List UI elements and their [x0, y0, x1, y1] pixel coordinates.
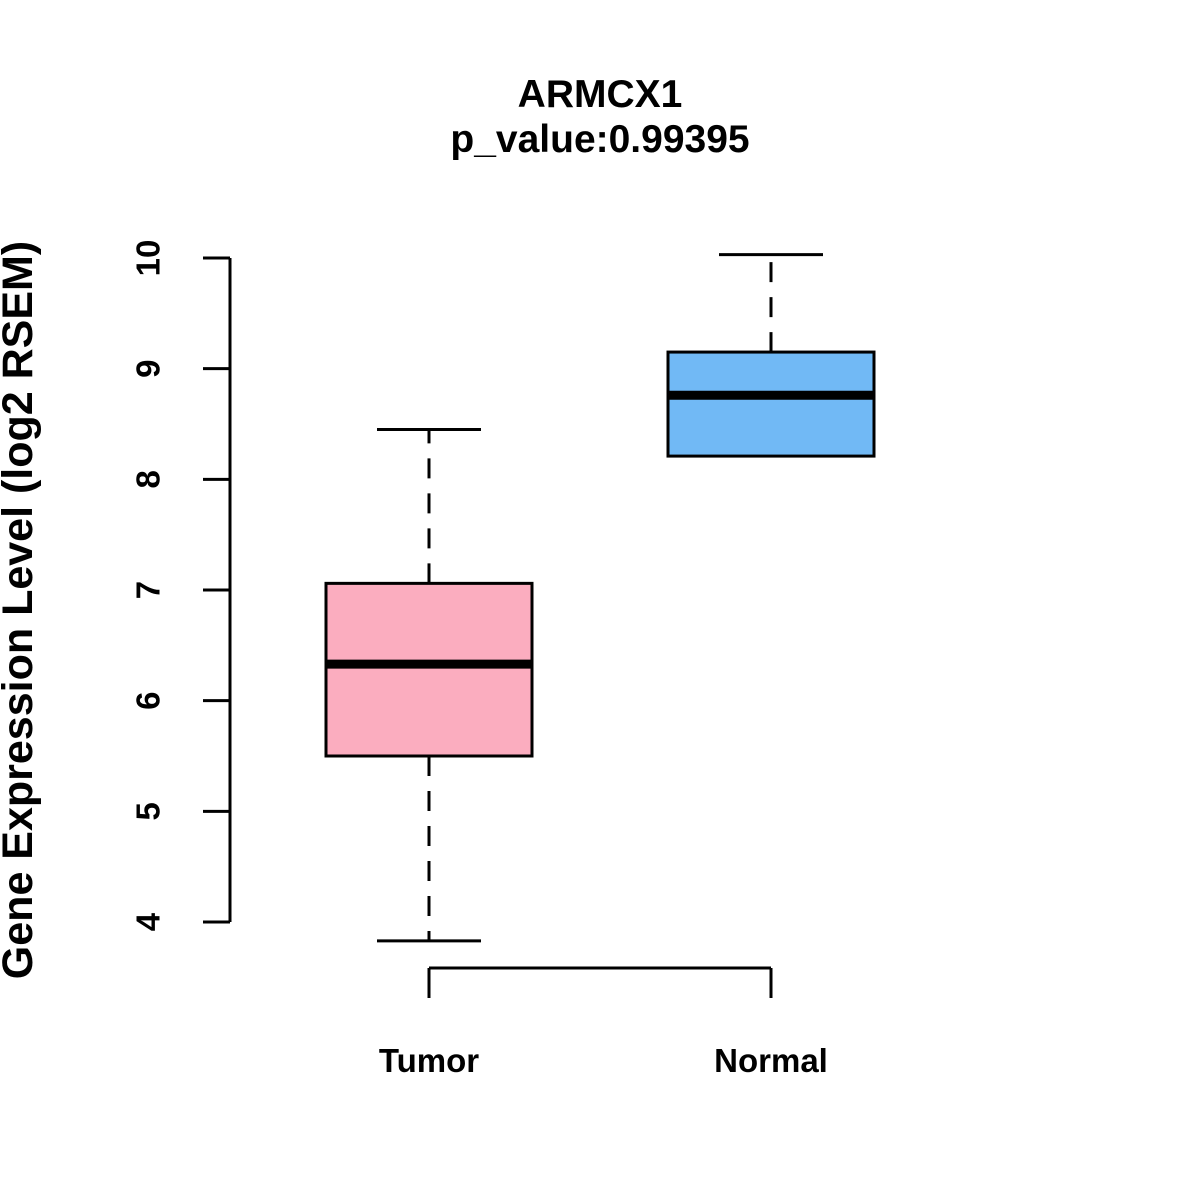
y-tick-label: 8 [130, 470, 167, 488]
x-category-label-normal: Normal [714, 1042, 828, 1079]
y-tick-label: 10 [130, 240, 167, 277]
y-axis-label: Gene Expression Level (log2 RSEM) [0, 241, 42, 979]
box-normal [666, 350, 876, 458]
chart-subtitle: p_value:0.99395 [450, 118, 749, 161]
y-tick-label: 7 [130, 581, 167, 599]
box-tumor [324, 581, 534, 758]
x-category-label-tumor: Tumor [379, 1042, 479, 1079]
y-tick-label: 4 [130, 912, 167, 931]
y-tick-label: 5 [130, 802, 167, 820]
plot-area: 4 5 6 7 8 9 10 Tumor Normal [130, 240, 876, 1079]
chart-title: ARMCX1 [518, 73, 683, 116]
y-tick-label: 6 [130, 691, 167, 709]
y-tick-label: 9 [130, 359, 167, 377]
